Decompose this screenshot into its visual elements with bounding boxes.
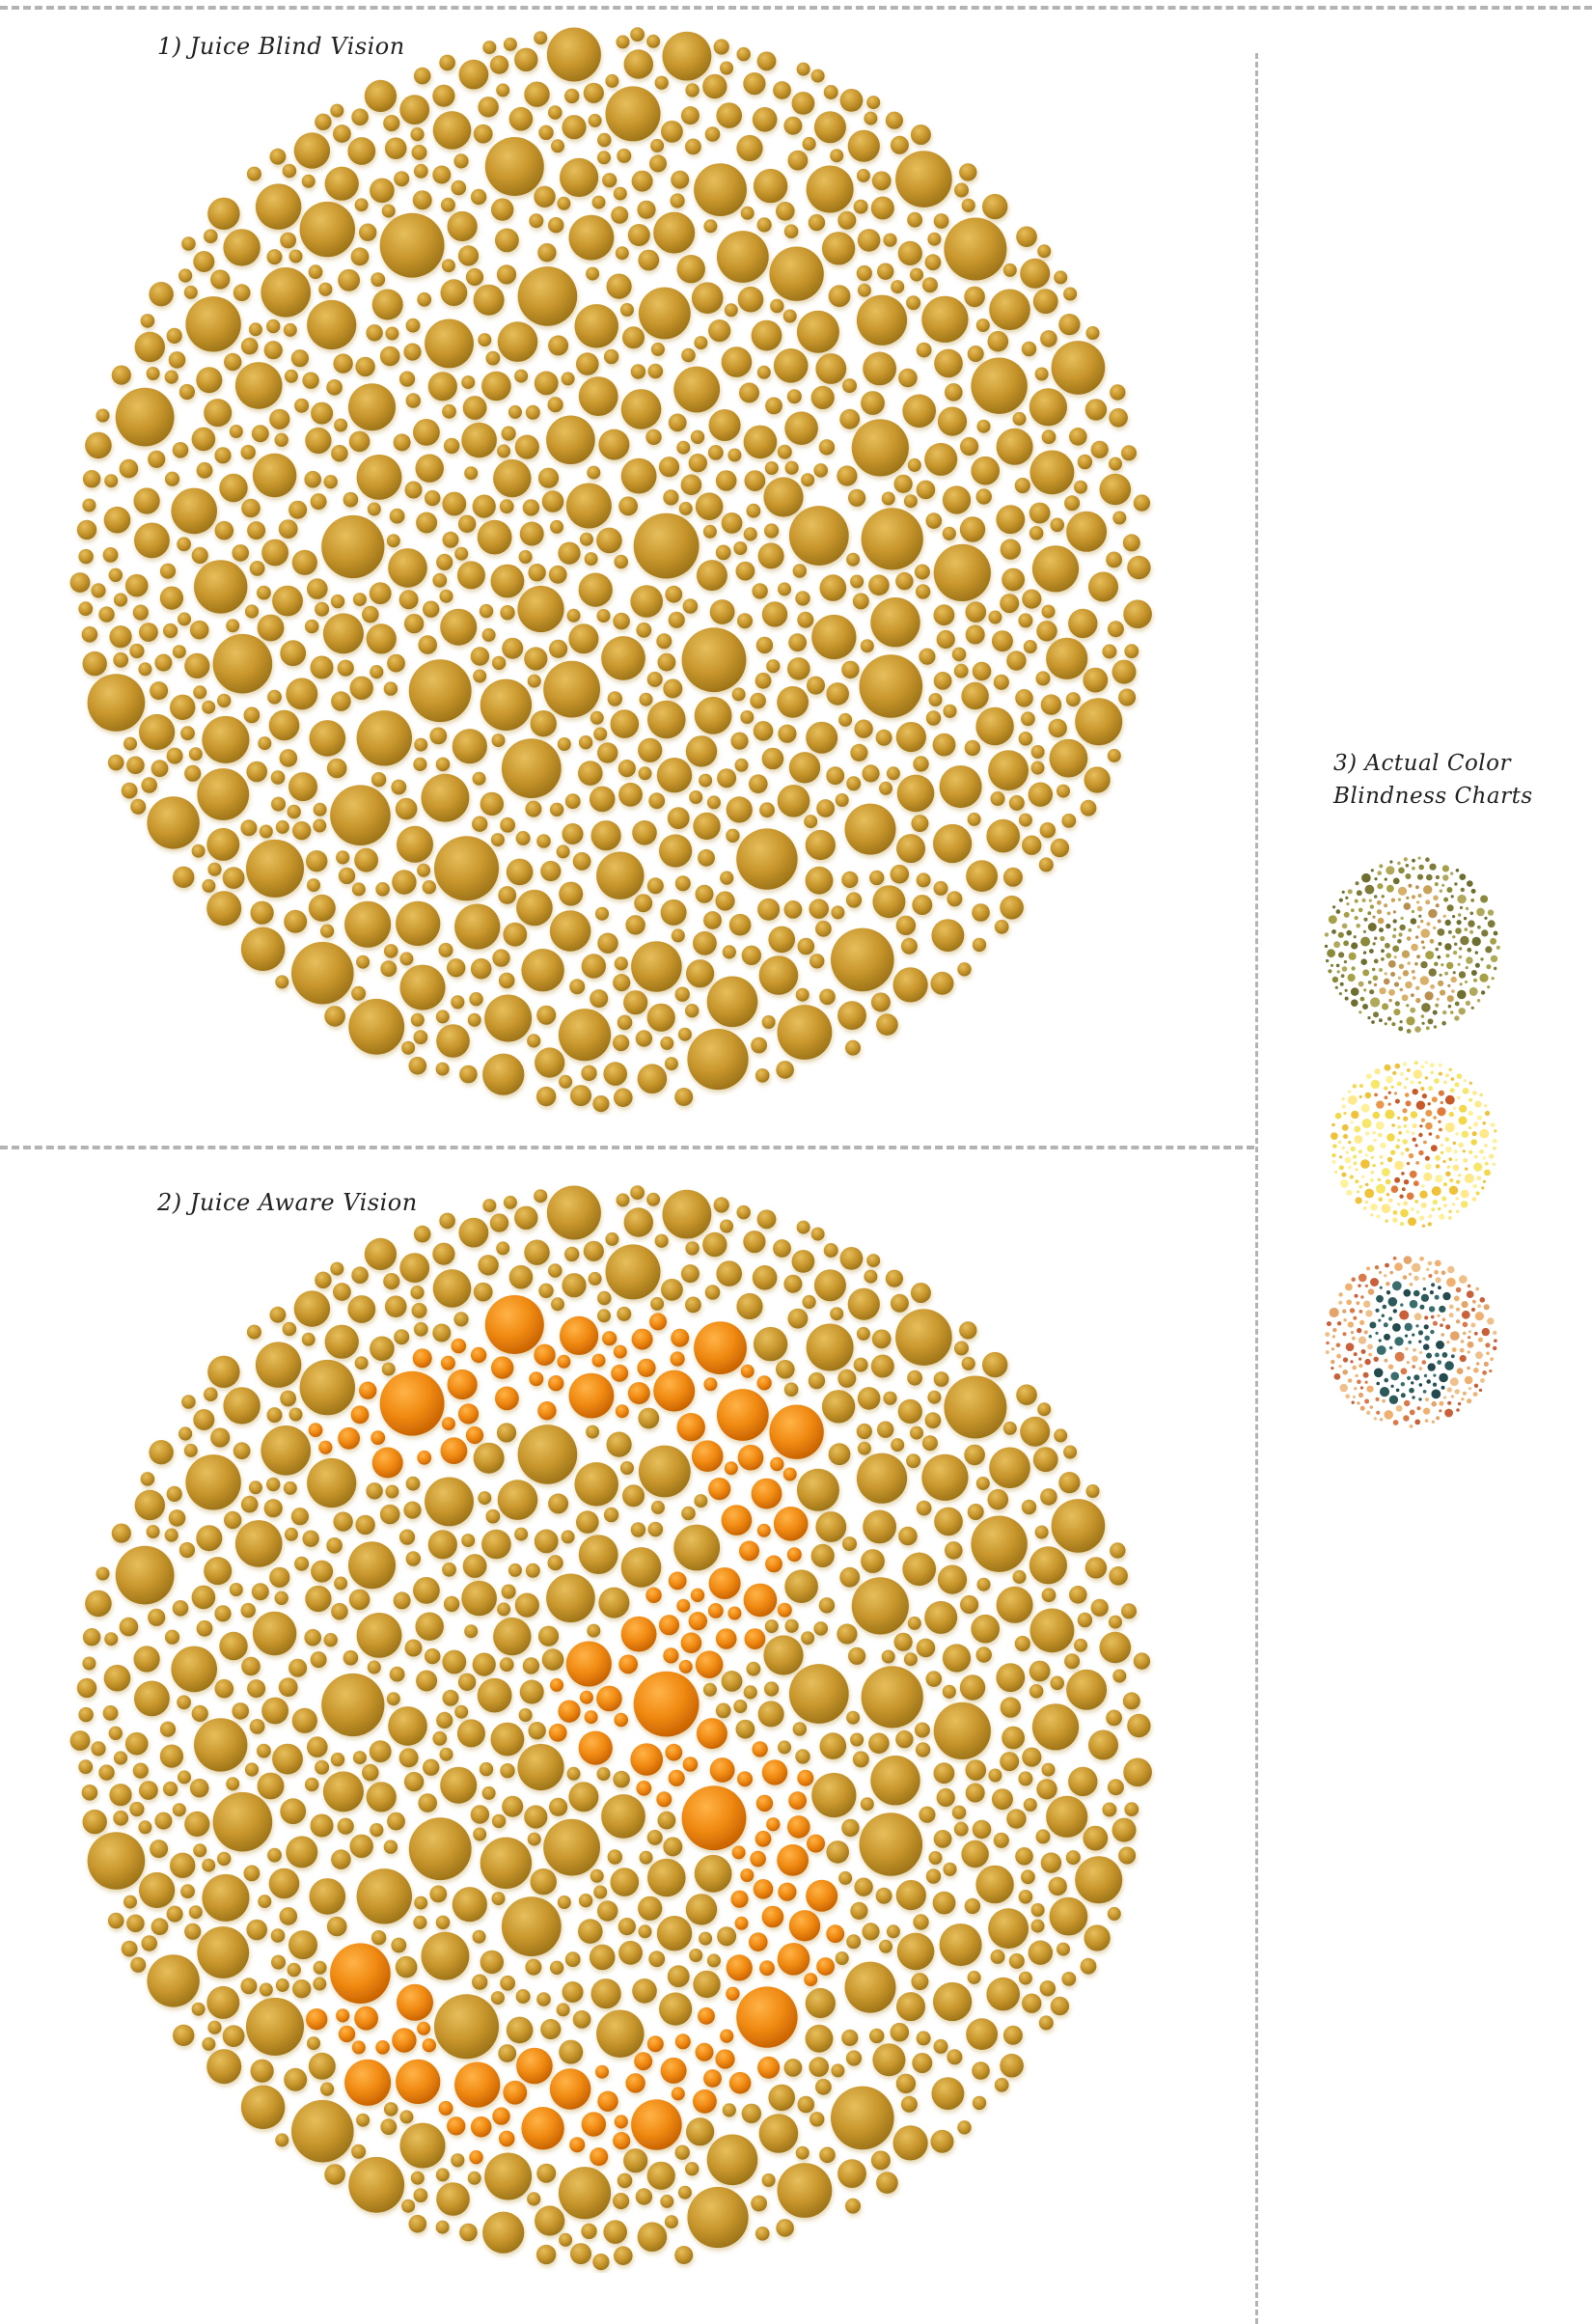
actual-charts-label-line1: 3) Actual Color [1333,751,1511,776]
top-dashed-divider [0,6,1592,10]
actual-chart-red-green [1325,1256,1497,1428]
juice-blind-vision-label: 1) Juice Blind Vision [157,33,405,60]
actual-chart-olive [1324,856,1500,1034]
juice-aware-vision-label: 2) Juice Aware Vision [157,1189,418,1216]
juice-aware-vision-plate [69,1185,1152,2271]
middle-dashed-divider [0,1146,1254,1149]
actual-charts-label-line2: Blindness Charts [1333,784,1533,809]
actual-charts-label: 3) Actual Color Blindness Charts [1333,747,1533,813]
juice-blind-vision-plate [69,27,1152,1113]
actual-chart-yellow [1331,1061,1497,1228]
vertical-dashed-divider [1255,53,1258,2324]
